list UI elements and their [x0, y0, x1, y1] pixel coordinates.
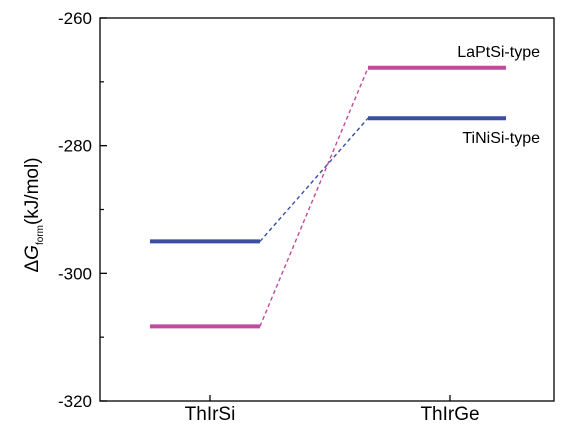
labels: ThIrSi ThIrGe TiNiSi-type LaPtSi-type — [185, 44, 540, 425]
connector-line-series-1 — [259, 67, 369, 327]
y-axis-label-subscript: form — [35, 225, 46, 245]
series-label: LaPtSi-type — [457, 44, 540, 61]
connector-lines — [259, 67, 369, 327]
y-tick-label: -260 — [58, 9, 92, 28]
y-axis-label-delta: Δ — [22, 260, 43, 273]
y-axis-label: ΔGform(kJ/mol) — [22, 157, 46, 272]
series-label: TiNiSi-type — [462, 130, 540, 147]
y-axis-label-symbol: G — [22, 245, 43, 260]
level-bars — [150, 65, 506, 329]
plot-frame — [99, 17, 555, 402]
x-category-label: ThIrSi — [185, 404, 236, 425]
axis-ticks: -260 -280 -300 -320 — [58, 9, 451, 411]
y-tick-label: -320 — [58, 392, 92, 411]
x-category-label: ThIrGe — [420, 404, 479, 425]
y-tick-label: -300 — [58, 264, 92, 283]
connector-line-series-0 — [259, 117, 369, 242]
y-axis-label-unit: (kJ/mol) — [22, 157, 43, 225]
y-tick-label: -280 — [58, 137, 92, 156]
